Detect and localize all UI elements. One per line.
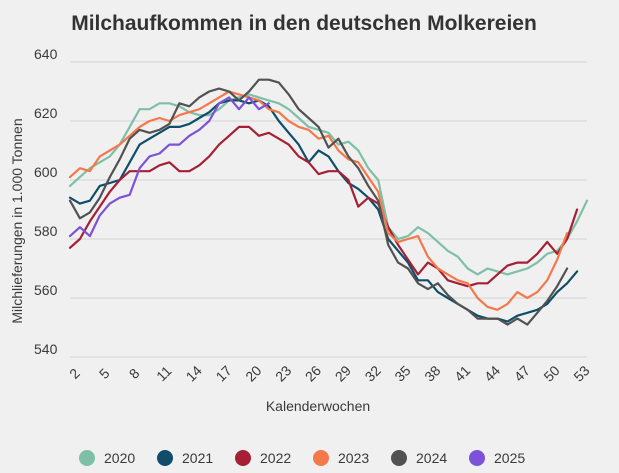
series-line-2023 [68,90,569,311]
legend-marker [79,450,95,466]
y-axis-title: Milchlieferungen in 1.000 Tonnen [9,118,25,323]
legend-label: 2021 [182,450,213,466]
x-axis-ticks: 2 5 8 11 14 17 20 23 26 29 32 35 38 41 44 47 50 53 [66,362,593,384]
y-tick-label: 620 [34,105,58,121]
x-tick-label: 11 [153,363,175,385]
y-axis-ticks: 540 560 580 600 620 640 [34,46,58,357]
x-tick-label: 8 [126,365,143,382]
legend-item-2024: 2024 [391,450,447,466]
y-tick-label: 540 [34,341,58,357]
series-line-2022 [68,125,579,288]
x-tick-label: 41 [451,362,473,384]
legend-marker [313,450,329,466]
y-tick-label: 580 [34,223,58,239]
x-axis-title: Kalenderwochen [266,398,370,414]
x-tick-label: 44 [481,362,503,384]
legend-item-2022: 2022 [235,450,291,466]
x-tick-label: 32 [362,362,384,384]
y-tick-label: 600 [34,164,58,180]
legend-label: 2022 [260,450,291,466]
x-tick-label: 35 [391,362,413,384]
x-tick-label: 20 [242,362,264,384]
legend-item-2021: 2021 [157,450,213,466]
x-tick-label: 14 [183,362,205,384]
x-tick-label: 53 [570,362,592,384]
x-tick-label: 29 [332,362,354,384]
x-tick-label: 23 [272,362,294,384]
legend-label: 2023 [338,450,369,466]
legend-marker [157,450,173,466]
x-tick-label: 5 [96,365,113,382]
x-tick-label: 2 [66,365,83,382]
legend-marker [469,450,485,466]
legend-item-2020: 2020 [79,450,135,466]
legend-marker [391,450,407,466]
legend-item-2023: 2023 [313,450,369,466]
legend-marker [235,450,251,466]
legend: 2020 2021 2022 2023 2024 2025 [79,450,525,466]
grid-lines [70,61,587,358]
chart-title: Milchaufkommen in den deutschen Molkerei… [71,12,537,35]
x-tick-label: 26 [302,362,324,384]
legend-item-2025: 2025 [469,450,525,466]
x-tick-label: 47 [511,362,533,384]
y-tick-label: 640 [34,46,58,62]
series-line-2024 [68,78,569,326]
x-tick-label: 38 [421,362,443,384]
x-tick-label: 50 [540,362,562,384]
series-lines [68,78,589,326]
series-line-2021 [68,99,579,323]
y-tick-label: 560 [34,282,58,298]
legend-label: 2025 [494,450,525,466]
series-line-2025 [68,96,270,238]
legend-label: 2024 [416,450,447,466]
x-tick-label: 17 [212,362,234,384]
legend-label: 2020 [104,450,135,466]
